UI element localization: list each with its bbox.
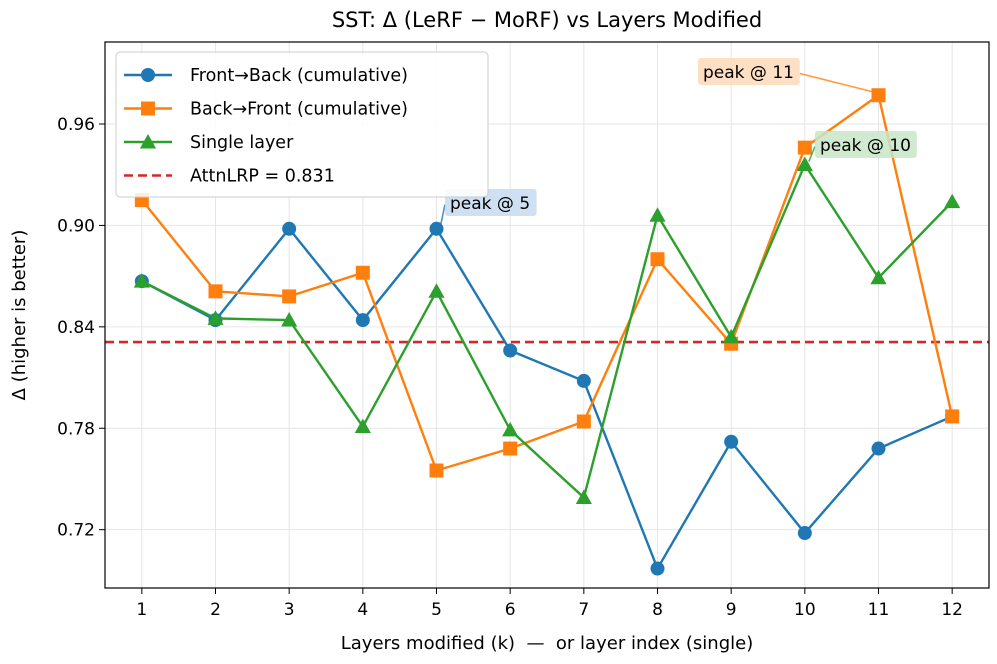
x-tick-label: 6: [505, 600, 516, 620]
legend-entry: Front→Back (cumulative): [124, 66, 408, 86]
annotation-label: peak @ 5: [450, 194, 530, 214]
legend-label: Front→Back (cumulative): [190, 66, 408, 86]
annotation-label: peak @ 10: [820, 136, 911, 156]
y-tick-label: 0.72: [57, 521, 95, 541]
legend-entry: Single layer: [124, 133, 294, 153]
data-point: [282, 221, 297, 236]
series-line: [141, 227, 953, 570]
x-axis-ticks: 1 2 3 4 5 6 7 8 9 10 11 12: [136, 588, 963, 620]
data-point: [428, 283, 445, 298]
legend-entry: AttnLRP = 0.831: [124, 167, 335, 187]
x-tick-label: 5: [431, 600, 442, 620]
x-tick-label: 2: [210, 600, 221, 620]
legend-entry: Back→Front (cumulative): [124, 100, 408, 120]
data-point: [355, 265, 370, 280]
data-point: [141, 101, 155, 116]
series-circle: [134, 221, 960, 576]
series-line: [141, 163, 954, 499]
data-point: [207, 310, 224, 325]
data-point: [871, 88, 886, 103]
data-point: [724, 434, 739, 449]
annotation-label: peak @ 11: [703, 63, 794, 83]
series-triangle: [133, 156, 961, 505]
x-tick-label: 8: [652, 600, 663, 620]
data-point: [208, 284, 223, 299]
y-tick-label: 0.78: [57, 419, 95, 439]
data-point: [871, 441, 886, 456]
x-tick-label: 4: [357, 600, 368, 620]
y-tick-label: 0.90: [57, 216, 95, 236]
data-point: [797, 526, 812, 541]
data-point: [650, 252, 665, 267]
annotation-arrow: [799, 72, 875, 94]
data-point: [723, 328, 740, 344]
data-point: [575, 489, 592, 505]
legend-label: Single layer: [190, 133, 294, 153]
annotation-box: [698, 58, 800, 85]
data-point: [429, 463, 444, 478]
data-point: [281, 312, 298, 327]
legend-label: AttnLRP = 0.831: [190, 167, 335, 187]
data-point: [576, 373, 591, 388]
x-tick-label: 1: [136, 600, 147, 620]
data-point: [133, 273, 150, 288]
x-tick-label: 3: [284, 600, 295, 620]
annotation-arrow: [439, 204, 446, 226]
y-axis-label: Δ (higher is better): [9, 230, 30, 401]
x-tick-label: 11: [868, 600, 890, 620]
y-tick-label: 0.84: [57, 318, 95, 338]
y-tick-label: 0.96: [57, 115, 95, 135]
data-point: [282, 289, 297, 304]
annotations-group: peak @ 5 peak @ 10 peak @ 11: [439, 58, 917, 226]
data-point: [576, 414, 591, 429]
x-tick-label: 10: [794, 600, 816, 620]
data-point: [355, 313, 370, 328]
chart-title: SST: Δ (LeRF − MoRF) vs Layers Modified: [332, 8, 762, 32]
data-point: [502, 421, 519, 437]
annotation: peak @ 11: [698, 58, 875, 94]
data-point: [944, 193, 961, 209]
y-axis-ticks: 0.72 0.78 0.84 0.90 0.96: [57, 115, 105, 541]
data-point: [503, 441, 518, 456]
data-point: [141, 68, 155, 82]
data-point: [870, 269, 887, 285]
data-point: [796, 156, 813, 171]
x-tick-label: 9: [726, 600, 737, 620]
data-point: [139, 133, 157, 149]
data-point: [503, 343, 518, 358]
data-point: [649, 207, 666, 222]
x-tick-label: 12: [941, 600, 963, 620]
data-point: [650, 561, 665, 576]
plot-frame: [104, 41, 990, 589]
data-point: [354, 418, 371, 434]
legend-label: Back→Front (cumulative): [190, 100, 408, 120]
annotation-arrow: [808, 146, 816, 162]
data-point: [797, 140, 812, 155]
legend: Front→Back (cumulative) Back→Front (cumul…: [115, 51, 489, 198]
x-tick-label: 7: [578, 600, 589, 620]
x-axis-label: Layers modified (k) — or layer index (si…: [341, 633, 754, 654]
annotation: peak @ 10: [808, 131, 917, 162]
legend-frame: [115, 51, 489, 198]
annotation-box: [815, 131, 917, 158]
data-point: [945, 409, 960, 424]
